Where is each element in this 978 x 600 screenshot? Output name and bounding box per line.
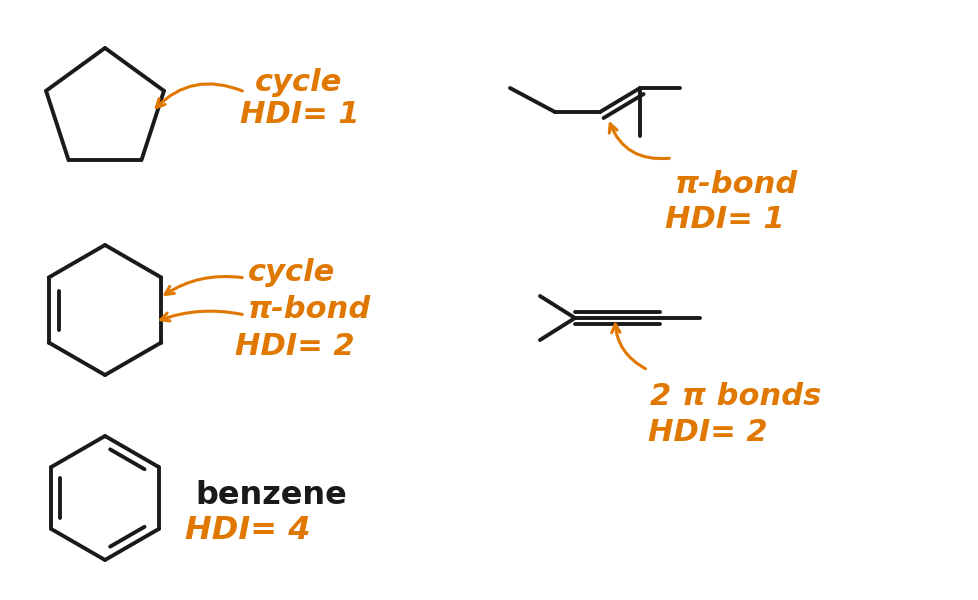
Text: HDI= 1: HDI= 1 bbox=[240, 100, 359, 129]
Text: HDI= 4: HDI= 4 bbox=[185, 515, 310, 546]
Text: π-bond: π-bond bbox=[674, 170, 797, 199]
Text: HDI= 2: HDI= 2 bbox=[235, 332, 354, 361]
Text: benzene: benzene bbox=[195, 480, 346, 511]
Text: HDI= 2: HDI= 2 bbox=[647, 418, 767, 447]
Text: cycle: cycle bbox=[247, 258, 334, 287]
Text: HDI= 1: HDI= 1 bbox=[664, 205, 783, 234]
Text: 2 π bonds: 2 π bonds bbox=[649, 382, 821, 411]
Text: π-bond: π-bond bbox=[247, 295, 371, 324]
Text: cycle: cycle bbox=[254, 68, 342, 97]
